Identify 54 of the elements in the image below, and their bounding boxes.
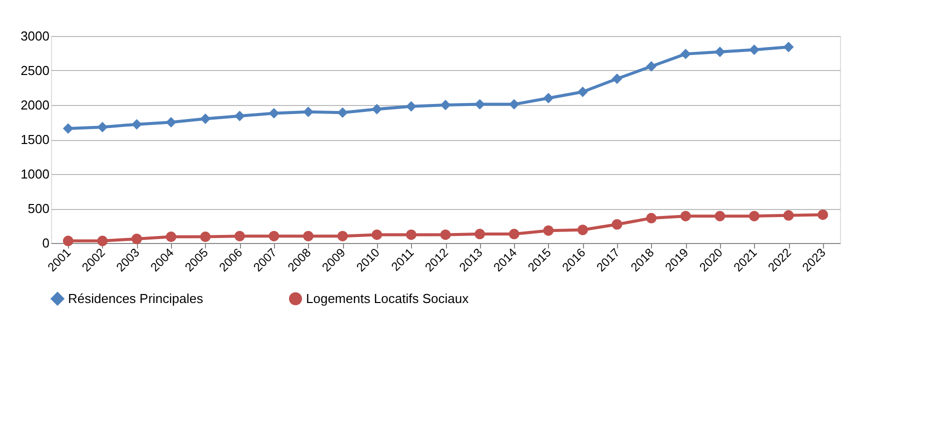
point [200,232,211,242]
point [646,212,657,224]
y-tick-label: 2500 [20,63,50,78]
point [268,108,280,119]
point [406,229,416,240]
point [234,230,245,242]
point [646,61,657,72]
point [200,114,211,124]
point [97,236,108,246]
point [748,210,760,222]
y-tick-label: 0 [42,236,50,250]
point [612,219,622,230]
point [680,210,691,222]
point [474,99,486,110]
legend-label: Résidences Principales [68,290,204,306]
point [166,232,176,242]
point [577,86,588,98]
point [508,99,520,110]
point [612,74,622,84]
point [132,234,142,244]
point [406,101,416,112]
point [474,228,486,240]
point [303,106,314,118]
point [440,229,451,240]
y-tick-label: 2000 [20,98,50,112]
point [783,210,794,221]
point [337,230,348,242]
y-tick-label: 1500 [20,132,50,147]
point [508,228,520,240]
point [543,92,554,104]
point [783,42,794,52]
point [714,210,726,222]
point [337,107,348,118]
point [818,209,828,220]
point [97,122,108,132]
y-tick-label: 3000 [20,28,50,44]
point [62,236,74,246]
y-tick-label: 500 [28,201,50,216]
point [234,110,245,122]
point [62,123,74,134]
point [440,100,451,110]
point [577,224,588,236]
point [372,104,382,114]
point [166,117,176,128]
y-tick-label: 1000 [20,166,50,182]
point [543,225,554,236]
legend-label: Logements Locatifs Sociaux [306,290,470,306]
point [714,46,726,58]
point [303,230,314,242]
point [268,230,280,242]
point [132,119,142,130]
point [680,48,691,60]
point [372,229,382,240]
point [748,44,760,56]
